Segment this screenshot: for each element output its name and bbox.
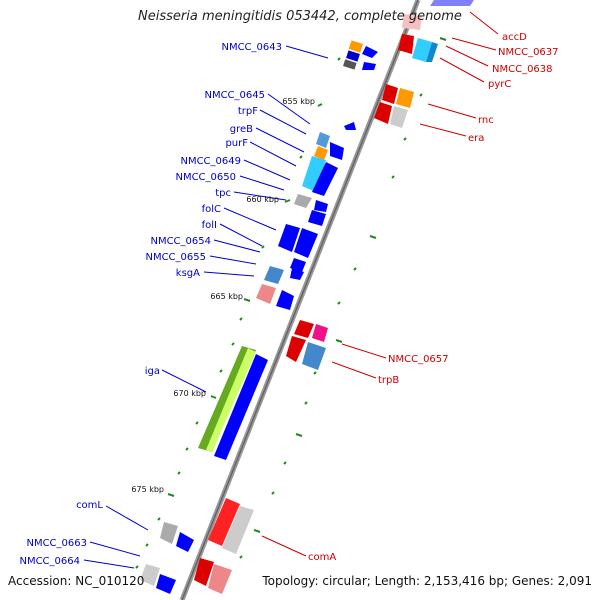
kbp-labels: 655 kbp 660 kbp 665 kbp 670 kbp 675 kbp bbox=[131, 97, 315, 494]
gene-NMCC_0643d-feature bbox=[362, 46, 378, 58]
gene-NMCC_0664-2-feature bbox=[156, 574, 176, 594]
gene-pyrC-feature bbox=[426, 42, 438, 62]
gene-pyrC-partial-feature bbox=[402, 14, 422, 30]
label-trpB: trpB bbox=[378, 375, 399, 386]
label-NMCC_0655: NMCC_0655 bbox=[145, 252, 206, 263]
gene-comL-2-feature bbox=[176, 532, 194, 552]
label-NMCC_0657: NMCC_0657 bbox=[388, 354, 449, 365]
gene-NMCC_0643b-feature bbox=[346, 50, 360, 62]
gene-NMCC_0645-feature bbox=[344, 122, 356, 130]
label-folI: folI bbox=[202, 220, 217, 231]
gene-665-2-feature bbox=[276, 290, 294, 310]
gene-NMCC_0643e-feature bbox=[362, 62, 376, 70]
label-rnc: rnc bbox=[478, 115, 494, 126]
gene-folC-feature bbox=[308, 210, 326, 226]
gene-greB-feature bbox=[314, 146, 328, 160]
gene-NMCC_0650-feature bbox=[312, 162, 338, 196]
gene-NMCC_0654-feature bbox=[294, 228, 318, 258]
tick-marks bbox=[135, 37, 447, 569]
gene-NMCC_0643a-feature bbox=[348, 40, 363, 53]
gene-comA-2-feature bbox=[222, 506, 254, 554]
label-folC: folC bbox=[202, 204, 221, 215]
kbp-label-660: 660 kbp bbox=[246, 195, 279, 204]
gene-folI-feature bbox=[278, 224, 300, 252]
kbp-label-655: 655 kbp bbox=[282, 97, 315, 106]
label-NMCC_0663: NMCC_0663 bbox=[26, 538, 87, 549]
label-NMCC_0645: NMCC_0645 bbox=[204, 90, 265, 101]
kbp-label-675: 675 kbp bbox=[131, 485, 164, 494]
gene-NMCC_0664-feature bbox=[140, 564, 160, 586]
gene-NMCC_0643c-feature bbox=[343, 59, 357, 70]
label-NMCC_0654: NMCC_0654 bbox=[150, 236, 211, 247]
label-iga: iga bbox=[145, 366, 160, 377]
gene-bottom-2-feature bbox=[208, 564, 232, 594]
gene-purF-feature bbox=[330, 142, 344, 160]
gene-features bbox=[140, 0, 474, 594]
label-NMCC_0649: NMCC_0649 bbox=[180, 156, 241, 167]
gene-era-2-feature bbox=[390, 106, 408, 128]
gene-NMCC_0638-feature bbox=[412, 38, 432, 62]
gene-665-feature bbox=[256, 284, 276, 304]
kbp-label-670: 670 kbp bbox=[173, 389, 206, 398]
gene-accD-feature bbox=[430, 0, 474, 6]
gene-ksgA-feature bbox=[264, 266, 284, 284]
map-title: Neisseria meningitidis 053442, complete … bbox=[138, 9, 462, 24]
gene-NMCC_0657-2-feature bbox=[312, 324, 328, 342]
label-NMCC_0637: NMCC_0637 bbox=[498, 47, 559, 58]
gene-NMCC_0637-feature bbox=[398, 34, 414, 54]
label-comA: comA bbox=[308, 552, 336, 563]
label-greB: greB bbox=[230, 124, 253, 135]
gene-bottom-feature bbox=[194, 558, 214, 586]
gene-comL-feature bbox=[160, 522, 178, 544]
right-gene-labels: accD NMCC_0637 NMCC_0638 pyrC rnc era NM… bbox=[308, 32, 559, 563]
label-ksgA: ksgA bbox=[176, 268, 200, 279]
gene-comA-feature bbox=[208, 498, 240, 546]
gene-NMCC_0655-feature bbox=[290, 258, 306, 272]
gene-trpB-2-feature bbox=[302, 342, 326, 370]
label-purF: purF bbox=[225, 138, 248, 149]
gene-tpc-feature bbox=[294, 194, 312, 208]
gene-iga-2-feature bbox=[206, 348, 256, 452]
label-comL: comL bbox=[76, 500, 103, 511]
gene-NMCC_0657-feature bbox=[294, 320, 314, 338]
label-NMCC_0638: NMCC_0638 bbox=[492, 64, 553, 75]
genome-summary-text: Topology: circular; Length: 2,153,416 bp… bbox=[262, 574, 592, 588]
label-era: era bbox=[468, 133, 484, 144]
genome-backbone bbox=[179, 0, 421, 600]
accession-text: Accession: NC_010120 bbox=[8, 574, 145, 588]
gene-iga-3-feature bbox=[214, 354, 268, 460]
kbp-label-665: 665 kbp bbox=[210, 292, 243, 301]
gene-trpB-feature bbox=[286, 336, 306, 362]
right-leader-lines bbox=[261, 11, 499, 557]
gene-rnc-feature bbox=[382, 84, 398, 104]
gene-trpF-feature bbox=[316, 132, 330, 148]
gene-ksgA-2-feature bbox=[290, 268, 304, 280]
gene-NMCC_0649-feature bbox=[302, 156, 326, 192]
gene-rnc-2-feature bbox=[396, 88, 414, 108]
label-pyrC: pyrC bbox=[488, 79, 511, 90]
label-trpF: trpF bbox=[238, 106, 258, 117]
gene-tpc-2-feature bbox=[314, 200, 328, 212]
label-NMCC_0650: NMCC_0650 bbox=[175, 172, 236, 183]
label-NMCC_0664: NMCC_0664 bbox=[19, 556, 80, 567]
left-leader-lines bbox=[83, 45, 329, 569]
gene-era-feature bbox=[374, 102, 392, 124]
label-NMCC_0643: NMCC_0643 bbox=[221, 42, 282, 53]
label-accD: accD bbox=[502, 32, 527, 43]
label-tpc: tpc bbox=[215, 188, 231, 199]
left-gene-labels: NMCC_0643 NMCC_0645 trpF greB purF NMCC_… bbox=[19, 42, 282, 567]
